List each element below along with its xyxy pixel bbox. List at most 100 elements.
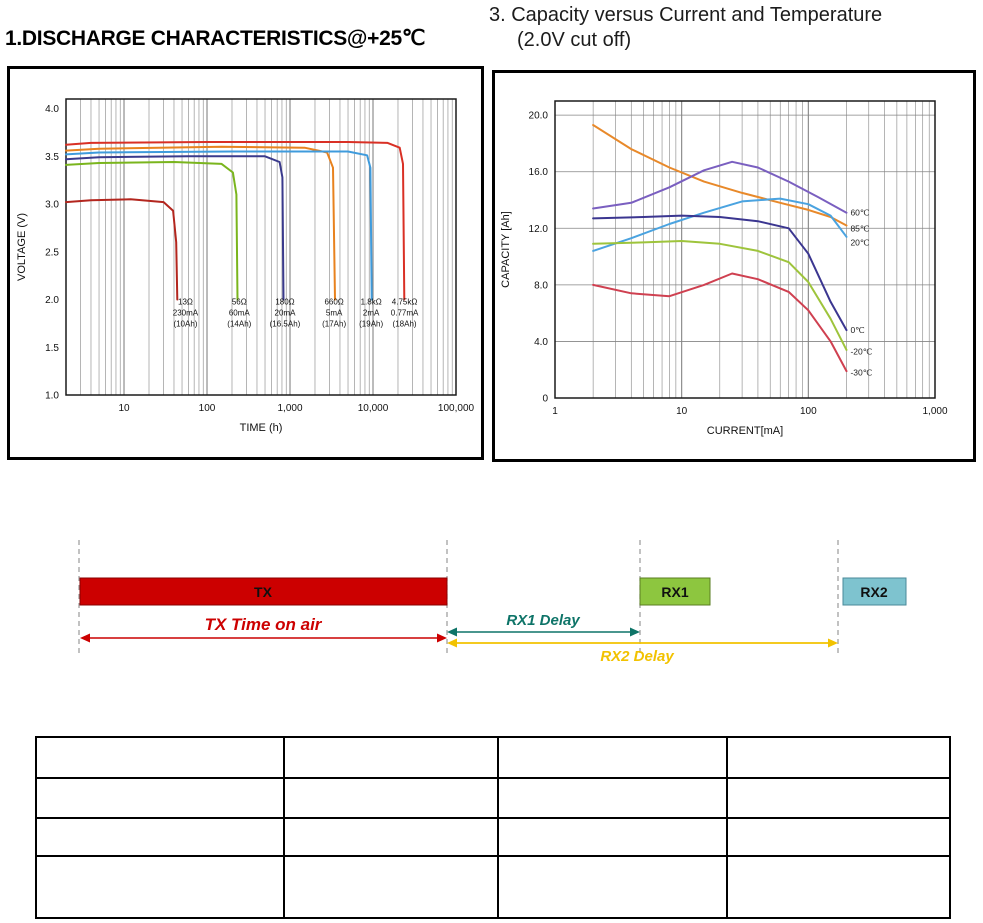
series-660Ω 5mA (17Ah)	[65, 145, 336, 301]
tx-bar	[79, 577, 448, 606]
capacity-chart-box: 0 4.0 8.0 12.0 16.0 20.0 1 10 100 1,000 60℃ 85℃ 20℃ 0…	[492, 70, 976, 462]
table-cell	[282, 777, 499, 819]
curve-label: 60℃	[850, 208, 869, 218]
y-tick-label: 2.5	[45, 247, 59, 258]
table-cell	[496, 735, 728, 780]
discharge-chart-title: 1.DISCHARGE CHARACTERISTICS@+25℃	[5, 27, 426, 50]
table-cell	[725, 855, 952, 919]
curve-label: -20℃	[850, 346, 872, 356]
capacity-chart-title-line2: (2.0V cut off)	[517, 29, 632, 51]
curve-label: 20℃	[850, 237, 869, 247]
x-axis-label: TIME (h)	[240, 422, 283, 434]
x-tick-label: 100	[800, 406, 817, 417]
y-axis-label: CAPACITY [Ah]	[500, 211, 512, 288]
curve-annotation: (18Ah)	[393, 319, 417, 328]
y-tick-label: 3.5	[45, 152, 59, 163]
tx-time-on-air-label: TX Time on air	[205, 615, 323, 634]
tx-arrow-head-right	[437, 633, 447, 643]
curve-label: 0℃	[850, 325, 865, 335]
curve-annotation: (10Ah)	[173, 319, 197, 328]
y-tick-label: 8.0	[534, 280, 548, 291]
y-tick-label: 1.5	[45, 343, 59, 354]
curve-label: 85℃	[850, 223, 869, 233]
plot-border	[554, 100, 936, 399]
curve-annotation: 60mA	[229, 308, 251, 317]
spec-table	[35, 735, 952, 919]
table-cell	[35, 777, 285, 819]
rx2-delay-label: RX2 Delay	[600, 648, 674, 665]
curve-annotation: (19Ah)	[359, 319, 383, 328]
y-tick-label: 4.0	[45, 104, 59, 115]
table-row	[35, 777, 952, 819]
curve-annotation: 56Ω	[232, 297, 247, 306]
series-85℃	[592, 124, 848, 227]
capacity-chart-title: 3. Capacity versus Current and Temperatu…	[489, 3, 882, 53]
rx2-arrow-head-right	[828, 638, 838, 648]
y-tick-label: 12.0	[529, 224, 549, 235]
table-cell	[725, 816, 952, 858]
curve-label: -30℃	[850, 368, 872, 378]
series--30℃	[592, 272, 848, 373]
series-4.75kΩ 0.77mA (18Ah)	[65, 141, 406, 301]
curve-annotation: 5mA	[326, 308, 343, 317]
y-tick-label: 1.0	[45, 391, 59, 402]
series-13Ω 230mA (10Ah)	[65, 198, 179, 301]
plot-border	[65, 98, 457, 396]
timing-diagram: TX RX1 RX2 TX Time on air RX1 Delay RX2 …	[78, 540, 907, 665]
table-cell	[725, 735, 952, 780]
curve-annotation: (17Ah)	[322, 319, 346, 328]
curve-annotation: 230mA	[173, 308, 199, 317]
table-cell	[496, 855, 728, 919]
table-row	[35, 735, 952, 780]
rx2-bar	[842, 577, 907, 606]
table-cell	[35, 855, 285, 919]
x-tick-label: 1,000	[277, 403, 302, 414]
rx1-delay-label: RX1 Delay	[506, 612, 580, 629]
rx2-arrow-head-left	[447, 638, 457, 648]
y-tick-label: 3.0	[45, 200, 59, 211]
curve-annotation: (14Ah)	[227, 319, 251, 328]
y-tick-label: 2.0	[45, 295, 59, 306]
rx1-arrow-head-left	[447, 627, 457, 637]
tx-arrow-head-left	[80, 633, 90, 643]
series-0℃	[592, 214, 848, 332]
curve-annotation: (16.5Ah)	[270, 319, 301, 328]
series-1.8kΩ 2mA (19Ah)	[65, 150, 373, 301]
table-cell	[282, 855, 499, 919]
rx1-bar	[639, 577, 711, 606]
y-axis-label: VOLTAGE (V)	[16, 213, 28, 281]
curve-annotation: 20mA	[275, 308, 297, 317]
rx1-arrow-head-right	[630, 627, 640, 637]
x-tick-label: 100,000	[438, 403, 475, 414]
tx-bar-label: TX	[254, 584, 273, 600]
series-180Ω 20mA (16.5Ah)	[65, 155, 285, 301]
y-tick-label: 20.0	[529, 111, 549, 122]
x-axis-label: CURRENT[mA]	[707, 425, 783, 437]
table-cell	[35, 816, 285, 858]
table-cell	[725, 777, 952, 819]
series-56Ω 60mA (14Ah)	[65, 161, 239, 301]
curve-annotation: 180Ω	[275, 297, 294, 306]
series--20℃	[592, 240, 848, 351]
discharge-chart-box: 1.0 1.5 2.0 2.5 3.0 3.5 4.0 10 100 1,000 10,000 100…	[7, 66, 484, 460]
y-tick-label: 4.0	[534, 337, 548, 348]
x-tick-label: 10,000	[358, 403, 389, 414]
curve-annotation: 1.8kΩ	[361, 297, 382, 306]
series-60℃	[592, 160, 848, 214]
table-cell	[496, 816, 728, 858]
curve-annotation: 2mA	[363, 308, 380, 317]
x-tick-label: 10	[676, 406, 688, 417]
table-cell	[35, 735, 285, 780]
capacity-chart: 0 4.0 8.0 12.0 16.0 20.0 1 10 100 1,000 60℃ 85℃ 20℃ 0…	[500, 100, 948, 437]
x-tick-label: 100	[199, 403, 216, 414]
series-20℃	[592, 197, 848, 252]
discharge-chart: 1.0 1.5 2.0 2.5 3.0 3.5 4.0 10 100 1,000 10,000 100…	[16, 98, 475, 434]
curve-annotation: 4.75kΩ	[392, 297, 418, 306]
rx1-bar-label: RX1	[661, 584, 688, 600]
curve-annotation: 660Ω	[324, 297, 343, 306]
table-row	[35, 816, 952, 858]
curve-annotation: 0.77mA	[391, 308, 419, 317]
capacity-chart-title-line1: 3. Capacity versus Current and Temperatu…	[489, 4, 883, 26]
curve-annotation: 13Ω	[178, 297, 193, 306]
